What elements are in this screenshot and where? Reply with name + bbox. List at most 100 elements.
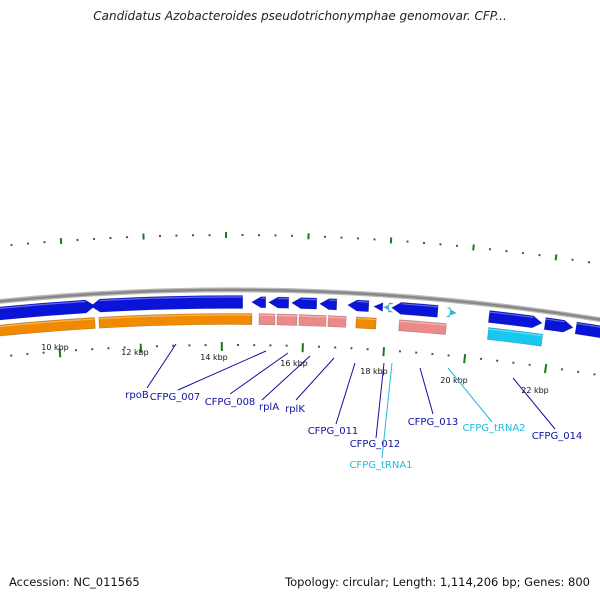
- rrna-pink-2[interactable]: [276, 313, 298, 326]
- gene-label-cfpg_011[interactable]: CFPG_011: [308, 362, 359, 437]
- scale-tick-track: [10, 342, 596, 376]
- scale-tick-label: 14 kbp: [200, 353, 228, 362]
- gene-rpoB-feature-shape: [0, 299, 96, 321]
- cds-cyan-1[interactable]: [486, 327, 544, 347]
- cds-orange-1-shape: [0, 317, 96, 337]
- gene-label-text[interactable]: CFPG_014: [532, 431, 583, 442]
- gene-label-leader: [229, 352, 289, 395]
- gene-label-rpla[interactable]: rplA: [259, 355, 311, 413]
- cds-orange-2[interactable]: [98, 313, 253, 329]
- gene-label-text[interactable]: rplA: [259, 402, 279, 413]
- gene-label-leader: [295, 357, 335, 401]
- cds-cyan-1-highlight: [488, 328, 543, 337]
- gene-label-leader: [177, 350, 267, 391]
- gene-rplK-feature-shape: [291, 297, 318, 310]
- gene-label-cfpg_007[interactable]: CFPG_007: [150, 350, 267, 403]
- scale-major-tick: [382, 347, 386, 357]
- gene-cfpg012-feature[interactable]: [347, 299, 370, 312]
- gene-label-leader: [512, 377, 556, 430]
- scale-tick-label: 22 kbp: [521, 386, 549, 395]
- gene-label-rplk[interactable]: rplK: [285, 357, 335, 415]
- gene-label-leader: [335, 362, 356, 425]
- rrna-pink-5[interactable]: [398, 319, 447, 335]
- gene-small-feature[interactable]: [373, 302, 384, 312]
- gene-cfpg014-feature[interactable]: [487, 310, 543, 329]
- gene-rplA-feature-shape: [268, 296, 290, 309]
- gene-next-feature-shape: [543, 317, 574, 333]
- rrna-pink-4-shape: [327, 315, 347, 328]
- gene-cfpg007-feature-highlight: [99, 296, 243, 302]
- rrna-pink-3-shape: [298, 314, 327, 327]
- cds-orange-3[interactable]: [355, 316, 377, 330]
- gene-cfpg012-feature-highlight: [357, 300, 370, 303]
- gene-label-leader: [419, 367, 434, 415]
- trna-cfpg-trna1-feature-shape: [383, 302, 394, 313]
- gene-label-cfpg_trna1[interactable]: CFPG_tRNA1: [349, 362, 413, 471]
- gene-label-leader: [146, 343, 177, 389]
- cds-orange-1[interactable]: [0, 317, 96, 337]
- cds-orange-1-highlight: [0, 318, 95, 328]
- rrna-pink-5-highlight: [399, 320, 447, 326]
- outer-major-tick: [472, 244, 475, 251]
- scale-tick-label: 16 kbp: [280, 359, 308, 368]
- scale-tick-labels: 10 kbp 12 kbp 14 kbp 16 kbp 18 kbp 20 kbp 22 k…: [41, 343, 549, 395]
- gene-next-feature[interactable]: [543, 317, 574, 333]
- trna-cfpg-trna2-feature-shape: [446, 307, 457, 318]
- gene-edge-feature-highlight: [576, 322, 600, 328]
- cds-orange-2-highlight: [98, 314, 253, 320]
- gene-rplA-feature[interactable]: [268, 296, 290, 309]
- backbone-arc: [0, 288, 600, 321]
- gene-cfpg007-feature-shape: [90, 295, 244, 313]
- rrna-pink-5-shape: [398, 319, 447, 335]
- gene-rplK-feature[interactable]: [291, 297, 318, 310]
- gene-cfpg011-feature-shape: [319, 298, 338, 311]
- gene-label-cfpg_013[interactable]: CFPG_013: [408, 367, 459, 428]
- gene-cfpg014-feature-shape: [487, 310, 543, 329]
- gene-label-rpob[interactable]: rpoB: [125, 343, 177, 401]
- gene-label-text[interactable]: CFPG_tRNA2: [462, 423, 525, 434]
- scale-major-tick: [58, 348, 62, 358]
- rrna-pink-2-shape: [276, 313, 298, 326]
- gene-label-cfpg_trna2[interactable]: CFPG_tRNA2: [447, 367, 526, 434]
- trna-cfpg-trna1-feature[interactable]: [383, 302, 394, 313]
- gene-label-text[interactable]: rplK: [285, 404, 305, 415]
- gene-label-leader: [447, 367, 493, 423]
- scale-tick-label: 12 kbp: [121, 348, 149, 357]
- rrna-pink-3-highlight: [299, 315, 327, 318]
- gene-cfpg011-feature[interactable]: [319, 298, 338, 311]
- gene-next-feature-highlight: [545, 318, 565, 323]
- genome-backbone: [0, 287, 600, 323]
- outer-major-tick: [554, 254, 558, 261]
- gene-cfpg008-feature[interactable]: [251, 296, 267, 309]
- gene-label-text[interactable]: rpoB: [125, 390, 149, 401]
- scale-tick-label: 18 kbp: [360, 367, 388, 376]
- gene-label-cfpg_012[interactable]: CFPG_012: [350, 362, 401, 450]
- accession-text: Accession: NC_011565: [9, 575, 140, 589]
- gene-cfpg013-feature[interactable]: [391, 302, 439, 318]
- gene-cfpg012-feature-shape: [347, 299, 370, 312]
- gene-label-cfpg_014[interactable]: CFPG_014: [512, 377, 583, 442]
- rrna-pink-1[interactable]: [258, 313, 276, 326]
- gene-rpoB-feature[interactable]: [0, 299, 96, 321]
- trna-cfpg-trna2-feature[interactable]: [446, 307, 457, 318]
- outer-tick-track: [10, 232, 591, 264]
- gene-label-leader: [261, 355, 311, 401]
- gene-label-text[interactable]: CFPG_012: [350, 439, 401, 450]
- gene-label-text[interactable]: CFPG_013: [408, 417, 459, 428]
- gene-cfpg013-feature-highlight: [401, 303, 439, 308]
- rrna-pink-3[interactable]: [298, 314, 327, 327]
- gene-cfpg014-feature-highlight: [489, 311, 534, 318]
- gene-label-text[interactable]: CFPG_008: [205, 397, 256, 408]
- gene-small-feature-shape: [373, 302, 384, 312]
- gene-label-cfpg_008[interactable]: CFPG_008: [205, 352, 289, 408]
- gene-label-text[interactable]: CFPG_011: [308, 426, 359, 437]
- scale-major-tick: [463, 354, 467, 364]
- gene-label-text[interactable]: CFPG_tRNA1: [349, 460, 412, 471]
- gene-edge-feature[interactable]: [574, 321, 600, 339]
- rrna-pink-4[interactable]: [327, 315, 347, 328]
- map-title: Candidatus Azobacteroides pseudotrichony…: [93, 9, 507, 23]
- gene-label-text[interactable]: CFPG_007: [150, 392, 201, 403]
- gene-cfpg007-feature[interactable]: [90, 295, 244, 313]
